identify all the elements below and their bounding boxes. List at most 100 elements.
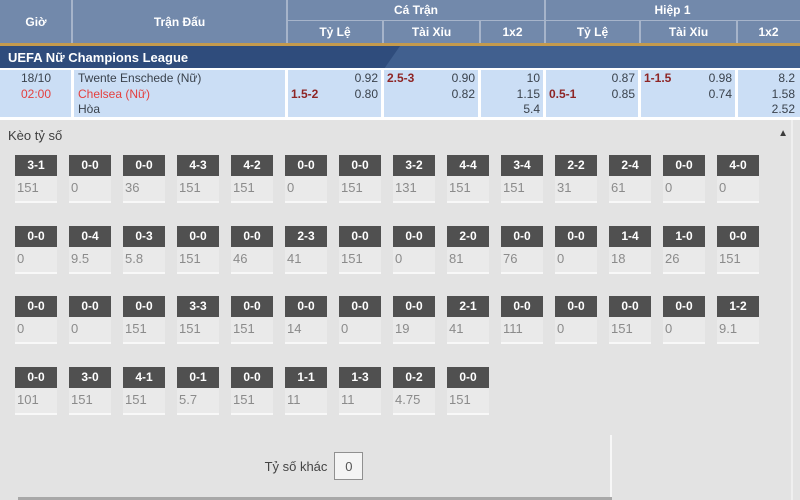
score-odds: 151 [501,176,543,203]
score-odds: 4.75 [393,388,435,415]
score-bet-cell[interactable]: 0-0 76 [501,226,543,274]
score-bet-cell[interactable]: 0-0 151 [339,155,381,203]
row-divider [543,70,546,117]
full-handicap-away-odds[interactable]: 0.80 [354,86,378,101]
full-1x2-away-odds[interactable]: 1.15 [516,86,540,101]
score-odds: 76 [501,247,543,274]
half-1x2-cell: 8.2 1.58 2.52 [737,70,800,117]
score-bet-cell[interactable]: 0-0 151 [177,226,219,274]
collapse-icon[interactable]: ▲ [778,128,788,139]
score-bet-cell[interactable]: 3-1 151 [15,155,57,203]
score-label: 1-2 [717,296,759,317]
score-label: 0-0 [339,296,381,317]
score-bet-cell[interactable]: 0-0 0 [663,296,705,344]
full-over-under-line: 2.5-3 [387,71,415,85]
score-bet-cell[interactable]: 0-0 151 [123,296,165,344]
score-bet-cell[interactable]: 2-2 31 [555,155,597,203]
away-team: Chelsea (Nữ) [78,86,151,101]
score-bet-cell[interactable]: 0-0 0 [15,226,57,274]
header-divider [639,21,641,43]
score-bet-cell[interactable]: 0-0 151 [447,367,489,415]
score-bet-cell[interactable]: 3-0 151 [69,367,111,415]
score-bet-cell[interactable]: 0-0 151 [717,226,759,274]
score-bet-cell[interactable]: 1-3 11 [339,367,381,415]
half-1x2-home-odds[interactable]: 8.2 [778,71,795,85]
other-score-label: Tỷ số khác [264,458,328,474]
score-bet-cell[interactable]: 0-2 4.75 [393,367,435,415]
score-bet-cell[interactable]: 1-4 18 [609,226,651,274]
score-bet-cell[interactable]: 0-1 5.7 [177,367,219,415]
half-under-odds[interactable]: 0.74 [708,86,732,101]
score-bet-cell[interactable]: 0-0 0 [555,226,597,274]
other-score-value-box[interactable]: 0 [334,452,364,480]
half-over-odds[interactable]: 0.98 [708,71,732,85]
score-bet-cell[interactable]: 1-1 11 [285,367,327,415]
score-bet-cell[interactable]: 0-0 14 [285,296,327,344]
score-bet-cell[interactable]: 0-0 46 [231,226,273,274]
full-1x2-home-odds[interactable]: 10 [526,71,540,85]
header-divider [287,20,800,21]
score-odds: 131 [393,176,435,203]
half-handicap-away-odds[interactable]: 0.85 [611,86,635,101]
score-bet-cell[interactable]: 0-0 0 [15,296,57,344]
score-bet-cell[interactable]: 3-2 131 [393,155,435,203]
score-bet-cell[interactable]: 0-0 0 [69,155,111,203]
score-bet-cell[interactable]: 4-2 151 [231,155,273,203]
score-bet-cell[interactable]: 0-0 19 [393,296,435,344]
header-divider [71,0,73,43]
score-bet-cell[interactable]: 2-0 81 [447,226,489,274]
score-label: 0-0 [609,296,651,317]
score-row: 0-0 0 0-0 0 0-0 151 3-3 151 0-0 151 0-0 14 0-0 0 0-0 19… [15,296,759,344]
score-bet-cell[interactable]: 0-0 0 [69,296,111,344]
score-bet-cell[interactable]: 0-0 0 [339,296,381,344]
odds-table-header: Giờ Trận Đấu Cá Trận Hiệp 1 Tỷ Lệ Tài Xỉ… [0,0,800,43]
league-bar[interactable]: UEFA Nữ Champions League [0,46,800,69]
score-bet-cell[interactable]: 0-0 0 [663,155,705,203]
score-bet-cell[interactable]: 2-3 41 [285,226,327,274]
score-bet-cell[interactable]: 3-4 151 [501,155,543,203]
score-bet-cell[interactable]: 0-0 151 [231,296,273,344]
half-1x2-away-odds[interactable]: 1.58 [771,86,795,101]
score-bet-cell[interactable]: 4-3 151 [177,155,219,203]
score-bet-cell[interactable]: 2-1 41 [447,296,489,344]
score-bet-cell[interactable]: 0-3 5.8 [123,226,165,274]
full-over-odds[interactable]: 0.90 [451,71,475,85]
score-label: 3-3 [177,296,219,317]
full-handicap-home-odds[interactable]: 0.92 [354,71,378,85]
half-1x2-draw-odds[interactable]: 2.52 [771,102,795,116]
col-header-full-1x2: 1x2 [502,25,523,39]
score-bet-cell[interactable]: 0-0 0 [393,226,435,274]
score-bet-cell[interactable]: 2-4 61 [609,155,651,203]
score-bet-cell[interactable]: 0-0 101 [15,367,57,415]
score-bet-cell[interactable]: 4-0 0 [717,155,759,203]
horizontal-scrollbar[interactable] [18,497,612,500]
score-odds: 151 [231,317,273,344]
score-odds: 151 [717,247,759,274]
score-bet-cell[interactable]: 0-0 36 [123,155,165,203]
score-bet-cell[interactable]: 1-0 26 [663,226,705,274]
score-bet-cell[interactable]: 4-1 151 [123,367,165,415]
score-label: 0-0 [15,226,57,247]
full-1x2-draw-odds[interactable]: 5.4 [523,102,540,116]
col-header-half-1x2: 1x2 [758,25,779,39]
score-odds: 0 [555,247,597,274]
score-bet-cell[interactable]: 0-0 151 [231,367,273,415]
full-under-odds[interactable]: 0.82 [451,86,475,101]
half-handicap-home-odds[interactable]: 0.87 [611,71,635,85]
match-row: 18/10 02:00 Twente Enschede (Nữ) Chelsea… [0,68,800,120]
score-bet-cell[interactable]: 0-0 111 [501,296,543,344]
score-label: 0-0 [123,296,165,317]
score-label: 0-0 [501,296,543,317]
accent-line [0,43,800,46]
score-bet-cell[interactable]: 0-0 0 [285,155,327,203]
score-label: 0-0 [231,367,273,388]
score-bet-cell[interactable]: 0-0 151 [339,226,381,274]
score-bet-cell[interactable]: 0-0 0 [555,296,597,344]
score-label: 0-0 [123,155,165,176]
score-bet-cell[interactable]: 3-3 151 [177,296,219,344]
score-bet-cell[interactable]: 1-2 9.1 [717,296,759,344]
score-bet-cell[interactable]: 0-4 9.5 [69,226,111,274]
score-odds: 41 [285,247,327,274]
score-bet-cell[interactable]: 0-0 151 [609,296,651,344]
score-bet-cell[interactable]: 4-4 151 [447,155,489,203]
